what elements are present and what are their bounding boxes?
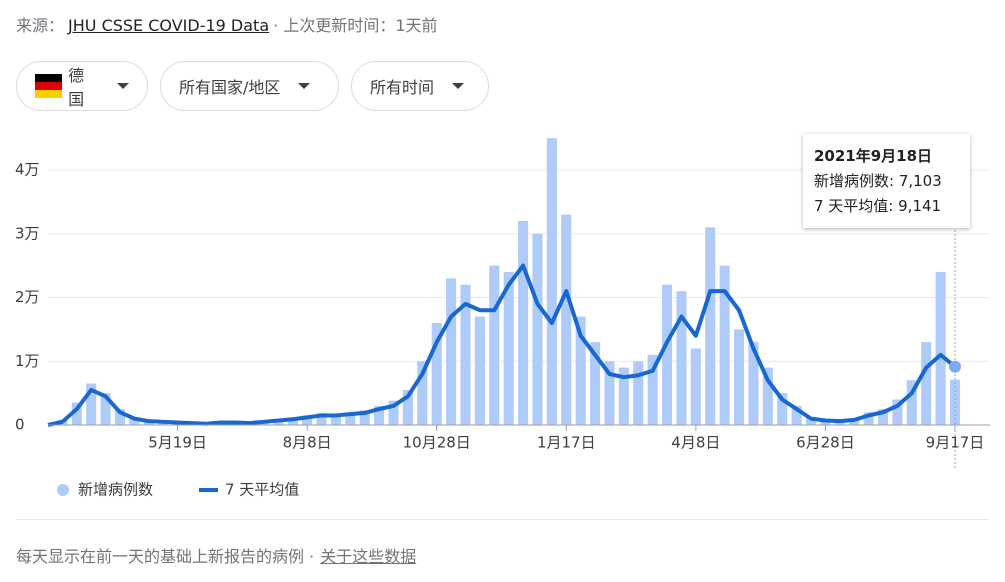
bar	[460, 284, 471, 425]
bar	[287, 417, 298, 425]
bar	[676, 291, 687, 425]
tooltip-date: 2021年9月18日	[814, 147, 933, 165]
bar	[532, 233, 543, 425]
bar	[561, 214, 572, 425]
bar	[114, 409, 126, 425]
footer-link[interactable]: 关于这些数据	[320, 547, 417, 566]
bar	[604, 361, 615, 425]
hover-dot	[949, 360, 961, 373]
legend-label: 7 天平均值	[225, 481, 299, 499]
updated: · 上次更新时间：1天前	[273, 16, 438, 35]
bar	[417, 361, 428, 425]
y-tick-label: 1万	[15, 352, 40, 370]
bar	[374, 405, 385, 425]
average-line	[47, 263, 957, 427]
bar	[100, 393, 111, 425]
bar	[86, 383, 97, 425]
y-tick-label: 3万	[15, 224, 40, 242]
y-tick-label: 4万	[15, 161, 40, 179]
bar	[633, 361, 644, 425]
y-tick-label: 0	[15, 416, 25, 434]
footer: 每天显示在前一天的基础上新报告的病例 · 关于这些数据	[16, 547, 417, 566]
x-tick-label: 8月8日	[283, 434, 332, 452]
bar	[359, 410, 370, 425]
dropdown-label: 所有时间	[370, 78, 435, 97]
bar	[316, 412, 327, 425]
bar	[863, 412, 874, 425]
bar	[791, 405, 802, 425]
bar	[647, 354, 658, 425]
x-tick-label: 9月17日	[926, 434, 985, 452]
bar	[748, 342, 759, 425]
bar	[71, 402, 82, 425]
tooltip-line: 7 天平均值: 9,141	[814, 197, 942, 215]
bar	[388, 400, 399, 425]
bar	[431, 323, 442, 425]
legend-label: 新增病例数	[78, 481, 153, 499]
tooltip-line: 新增病例数: 7,103	[814, 172, 942, 190]
bar	[575, 316, 586, 425]
bar	[921, 342, 932, 425]
bar	[345, 412, 356, 425]
bar	[762, 367, 773, 425]
bar	[618, 367, 629, 425]
bar	[402, 389, 413, 425]
source-link[interactable]: JHU CSSE COVID-19 Data	[68, 16, 270, 35]
footer-note: 每天显示在前一天的基础上新报告的病例	[16, 547, 305, 566]
bar	[546, 138, 557, 425]
flag	[35, 74, 63, 98]
bar	[662, 284, 673, 425]
x-tick-label: 4月8日	[671, 434, 720, 452]
source-label: 来源：	[16, 16, 65, 35]
dropdown-label: 所有国家/地区	[179, 78, 281, 97]
tooltip: 2021年9月18日 新增病例数: 7,103 7 天平均值: 9,141	[803, 134, 970, 228]
bar	[719, 265, 730, 425]
x-tick-label: 1月17日	[537, 434, 596, 452]
bar	[446, 278, 457, 425]
bar	[330, 413, 341, 425]
time-dropdown[interactable]: 所有时间	[351, 61, 489, 111]
source-line: 来源： JHU CSSE COVID-19 Data · 上次更新时间：1天前	[16, 12, 438, 36]
bar	[805, 417, 817, 425]
region-dropdown[interactable]: 所有国家/地区	[160, 61, 339, 111]
bar	[590, 342, 601, 425]
country-dropdown[interactable]: 德国	[16, 61, 148, 111]
bar	[734, 329, 745, 425]
legend-swatch	[57, 484, 69, 496]
bar	[474, 316, 485, 425]
dropdown-label: 德国	[68, 66, 85, 109]
divider	[16, 519, 989, 520]
bar	[877, 409, 889, 425]
bar	[129, 417, 140, 425]
bar	[935, 272, 946, 425]
y-tick-label: 2万	[15, 288, 40, 306]
bar	[892, 399, 903, 425]
bar	[906, 380, 917, 425]
bar	[503, 272, 514, 425]
x-tick-label: 10月28日	[403, 434, 471, 452]
bar	[777, 393, 788, 425]
bar	[690, 348, 701, 425]
x-tick-label: 6月28日	[796, 434, 855, 452]
bar	[518, 221, 529, 425]
bar	[705, 227, 716, 425]
bar	[489, 265, 500, 425]
bar	[302, 415, 313, 425]
x-tick-label: 5月19日	[148, 434, 207, 452]
